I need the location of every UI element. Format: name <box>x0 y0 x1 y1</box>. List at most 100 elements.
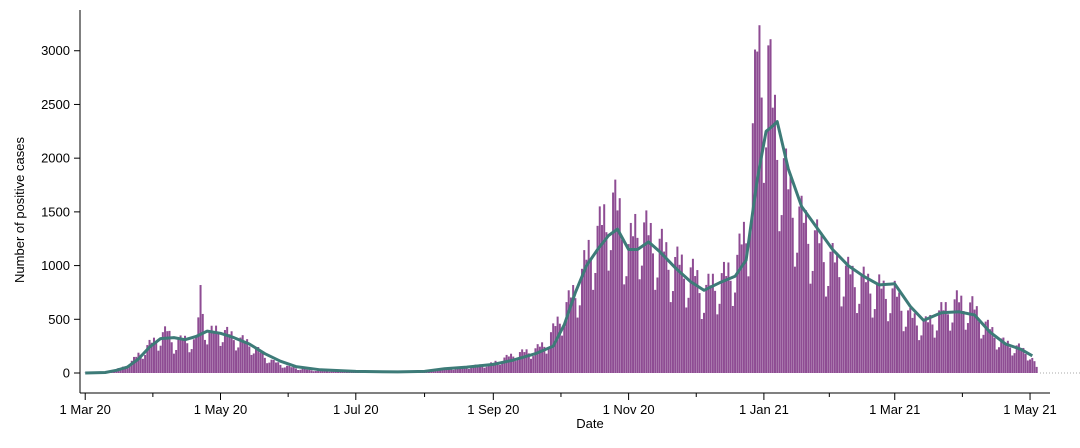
daily-case-bar <box>782 158 785 373</box>
daily-case-bar <box>235 350 238 373</box>
daily-case-bar <box>310 370 313 373</box>
daily-case-bar <box>452 369 455 373</box>
daily-case-bar <box>257 347 260 373</box>
daily-case-bar <box>283 367 286 373</box>
daily-case-bar <box>851 265 854 373</box>
daily-case-bar <box>525 349 528 373</box>
daily-case-bar <box>594 272 597 373</box>
daily-case-bar <box>243 341 246 373</box>
daily-case-bar <box>671 291 674 373</box>
daily-case-bar <box>980 338 983 373</box>
daily-case-bar <box>454 369 457 373</box>
daily-case-bar <box>274 362 277 373</box>
daily-case-bar <box>802 222 805 373</box>
daily-case-bar <box>900 310 903 373</box>
daily-case-bar <box>328 371 331 373</box>
daily-case-bar <box>206 344 209 373</box>
daily-case-bar <box>314 370 317 373</box>
daily-case-bar <box>439 370 442 373</box>
daily-case-bar <box>277 362 280 373</box>
daily-case-bar <box>880 288 883 373</box>
daily-case-bar <box>139 354 142 373</box>
daily-case-bar <box>665 242 668 373</box>
daily-case-bar <box>130 360 133 373</box>
daily-case-bar <box>230 331 233 373</box>
daily-case-bar <box>767 45 770 373</box>
x-tick-label: 1 Mar 20 <box>60 402 111 417</box>
daily-case-bar <box>813 230 816 373</box>
daily-case-bar <box>303 368 306 373</box>
daily-case-bar <box>654 289 657 373</box>
daily-case-bar <box>683 278 686 373</box>
daily-case-bar <box>796 252 799 373</box>
daily-case-bar <box>146 345 149 373</box>
daily-case-bar <box>982 334 985 373</box>
daily-case-bar <box>873 309 876 373</box>
daily-case-bar <box>330 371 333 373</box>
daily-case-bar <box>569 297 572 373</box>
daily-case-bar <box>166 331 169 373</box>
daily-case-bar <box>862 266 865 373</box>
daily-case-bar <box>638 279 641 373</box>
daily-case-bar <box>736 254 739 373</box>
daily-case-bar <box>208 331 211 373</box>
daily-case-bar <box>523 352 526 373</box>
daily-case-bar <box>1033 361 1036 373</box>
daily-case-bar <box>164 326 167 373</box>
daily-case-bar <box>476 365 479 373</box>
daily-case-bar <box>192 339 195 373</box>
daily-case-bar <box>978 321 981 373</box>
daily-case-bar <box>938 310 941 373</box>
daily-case-bar <box>312 371 315 373</box>
daily-case-bar <box>760 97 763 373</box>
daily-case-bar <box>494 360 497 373</box>
daily-case-bar <box>572 285 575 373</box>
daily-case-bar <box>884 298 887 373</box>
daily-case-bar <box>780 215 783 373</box>
daily-case-bar <box>128 366 131 373</box>
daily-case-bar <box>299 369 302 373</box>
daily-case-bar <box>687 297 690 373</box>
daily-case-bar <box>920 335 923 373</box>
x-tick-label: 1 Jul 20 <box>333 402 379 417</box>
daily-case-bar <box>738 233 741 373</box>
daily-case-bar <box>144 354 147 373</box>
daily-case-bar <box>598 206 601 373</box>
daily-case-bar <box>607 270 610 373</box>
daily-case-bar <box>722 261 725 373</box>
daily-case-bar <box>725 276 728 373</box>
daily-case-bar <box>501 362 504 373</box>
daily-case-bar <box>1029 359 1032 373</box>
daily-case-bar <box>126 368 129 373</box>
daily-case-bar <box>503 357 506 373</box>
daily-case-bar <box>558 323 561 373</box>
daily-case-bar <box>576 317 579 373</box>
daily-case-bar <box>459 366 462 373</box>
daily-case-bar <box>922 320 925 373</box>
daily-case-bar <box>188 352 191 373</box>
daily-case-bar <box>614 179 617 373</box>
daily-case-bar <box>226 326 229 373</box>
daily-case-bar <box>281 367 284 373</box>
daily-case-bar <box>210 325 213 373</box>
daily-case-bar <box>793 266 796 373</box>
daily-case-bar <box>997 347 1000 373</box>
daily-case-bar <box>935 330 938 373</box>
daily-case-bar <box>1009 347 1012 373</box>
daily-case-bar <box>536 344 539 373</box>
daily-case-bar <box>944 302 947 373</box>
daily-case-bar <box>707 273 710 373</box>
daily-case-bar <box>288 365 291 373</box>
y-tick-label: 500 <box>48 312 70 327</box>
daily-case-bar <box>667 269 670 373</box>
daily-case-bar <box>1000 338 1003 373</box>
daily-case-bar <box>995 349 998 373</box>
y-tick-label: 2000 <box>41 151 70 166</box>
daily-case-bar <box>895 296 898 373</box>
daily-case-bar <box>833 262 836 373</box>
daily-case-bar <box>991 327 994 373</box>
daily-case-bar <box>155 342 158 373</box>
daily-case-bar <box>909 308 912 373</box>
y-tick-label: 3000 <box>41 43 70 58</box>
daily-case-bar <box>869 293 872 373</box>
